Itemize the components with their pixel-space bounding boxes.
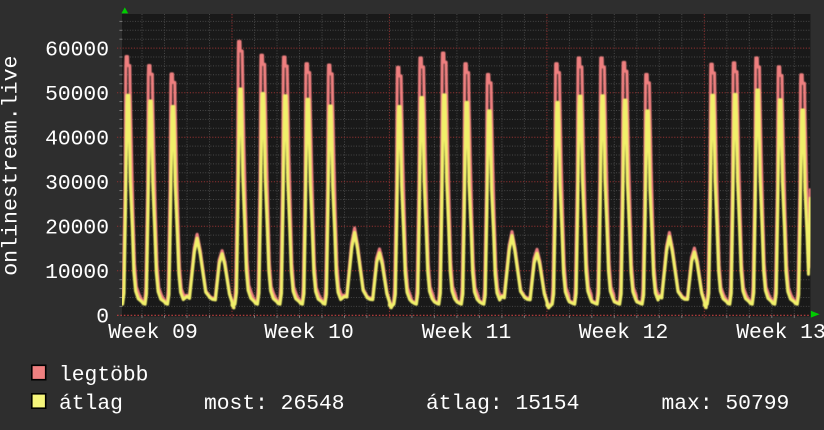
svg-text:60000: 60000 xyxy=(45,39,109,63)
svg-text:50000: 50000 xyxy=(45,83,109,107)
svg-text:30000: 30000 xyxy=(45,172,109,196)
svg-text:onlinestream.live: onlinestream.live xyxy=(0,56,24,276)
svg-text:most: 26548: most: 26548 xyxy=(204,392,345,416)
svg-text:Week 10: Week 10 xyxy=(264,321,353,345)
svg-text:átlag: átlag xyxy=(59,392,123,416)
svg-text:40000: 40000 xyxy=(45,128,109,152)
svg-text:20000: 20000 xyxy=(45,217,109,241)
svg-text:0: 0 xyxy=(96,306,109,330)
svg-text:Week 09: Week 09 xyxy=(108,321,197,345)
svg-text:Week 11: Week 11 xyxy=(422,321,511,345)
svg-text:Week 12: Week 12 xyxy=(579,321,668,345)
svg-text:legtöbb: legtöbb xyxy=(59,364,148,388)
svg-text:max: 50799: max: 50799 xyxy=(662,392,790,416)
svg-text:10000: 10000 xyxy=(45,261,109,285)
svg-text:átlag: 15154: átlag: 15154 xyxy=(426,392,579,416)
svg-text:Week 13: Week 13 xyxy=(736,321,824,345)
